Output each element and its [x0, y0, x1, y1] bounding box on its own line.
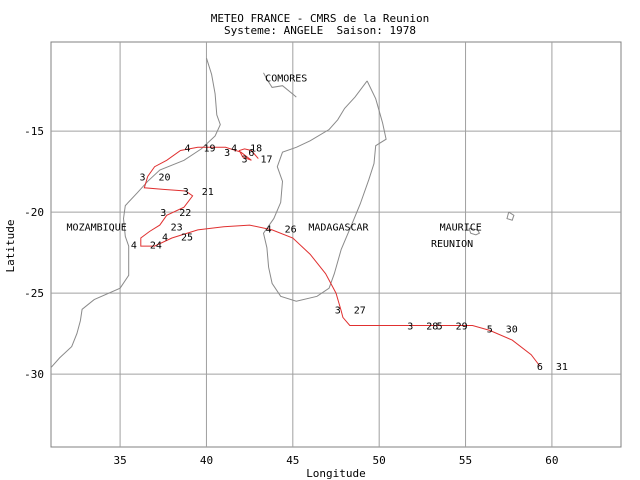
x-axis-label: Longitude — [306, 467, 366, 480]
track-marker-hour: 6 — [248, 148, 254, 159]
track-marker-day: 24 — [150, 241, 162, 252]
track-marker-day: 21 — [202, 187, 214, 198]
x-tick-label: 40 — [200, 454, 213, 467]
track-marker-hour: 4 — [162, 232, 168, 243]
track-marker-hour: 4 — [231, 143, 237, 154]
track-marker-hour: 4 — [131, 241, 137, 252]
x-tick-label: 55 — [459, 454, 472, 467]
x-tick-label: 50 — [373, 454, 386, 467]
track-marker-day: 29 — [456, 322, 468, 333]
track-marker-hour: 4 — [184, 143, 190, 154]
track-marker-day: 31 — [556, 362, 568, 373]
track-marker-hour: 6 — [537, 362, 543, 373]
track-marker-hour: 3 — [140, 172, 146, 183]
y-tick-label: -30 — [24, 368, 44, 381]
coastline-africa — [50, 58, 221, 368]
track-marker-day: 27 — [354, 305, 366, 316]
track-marker-hour: 5 — [437, 322, 443, 333]
track-marker-hour: 3 — [407, 322, 413, 333]
track-marker-hour: 3 — [241, 155, 247, 166]
track-marker-hour: 3 — [183, 187, 189, 198]
map-subtitle: Systeme: ANGELE Saison: 1978 — [223, 24, 417, 37]
place-label: REUNION — [431, 239, 473, 250]
x-tick-label: 45 — [286, 454, 299, 467]
place-label: MADAGASCAR — [308, 223, 369, 234]
x-tick-label: 60 — [545, 454, 558, 467]
track-marker-day: 17 — [260, 155, 272, 166]
y-tick-label: -25 — [24, 287, 44, 300]
map-title: METEO FRANCE - CMRS de la Reunion — [210, 12, 430, 25]
axis-ticks: 35 40 45 50 55 60-15-20-25-30 — [24, 125, 558, 467]
track-marker-day: 26 — [285, 224, 297, 235]
y-tick-label: -20 — [24, 206, 44, 219]
y-axis-label: Latitude — [4, 220, 17, 273]
track-marker-day: 20 — [159, 172, 171, 183]
coastline-maurice — [506, 211, 515, 221]
track-marker-day: 19 — [203, 143, 215, 154]
y-tick-label: -15 — [24, 125, 44, 138]
track-marker-day: 22 — [179, 208, 191, 219]
place-labels: COMORES MOZAMBIQUE MADAGASCAR MAURICE REUNIO… — [67, 74, 482, 250]
coastline-madagascar — [262, 80, 387, 302]
plot-frame — [50, 41, 622, 448]
track-marker-hour: 4 — [266, 224, 272, 235]
place-label: COMORES — [265, 74, 307, 85]
coastline-reunion — [468, 227, 481, 236]
track-marker-hour: 3 — [335, 305, 341, 316]
track-marker-hour: 3 — [224, 148, 230, 159]
track-marker-hour: 5 — [487, 325, 493, 336]
place-label: MAURICE — [440, 223, 482, 234]
track-marker-day: 28 — [426, 322, 438, 333]
track-marker-day: 23 — [171, 223, 183, 234]
coastline-comoros — [263, 72, 297, 98]
storm-track — [140, 146, 541, 367]
track-marker-day: 18 — [250, 143, 262, 154]
coastlines — [50, 58, 515, 368]
track-marker-day: 30 — [506, 325, 518, 336]
track-marker-hour: 3 — [160, 208, 166, 219]
track-marker-day: 25 — [181, 232, 193, 243]
place-label: MOZAMBIQUE — [67, 223, 127, 234]
x-tick-label: 35 — [113, 454, 126, 467]
